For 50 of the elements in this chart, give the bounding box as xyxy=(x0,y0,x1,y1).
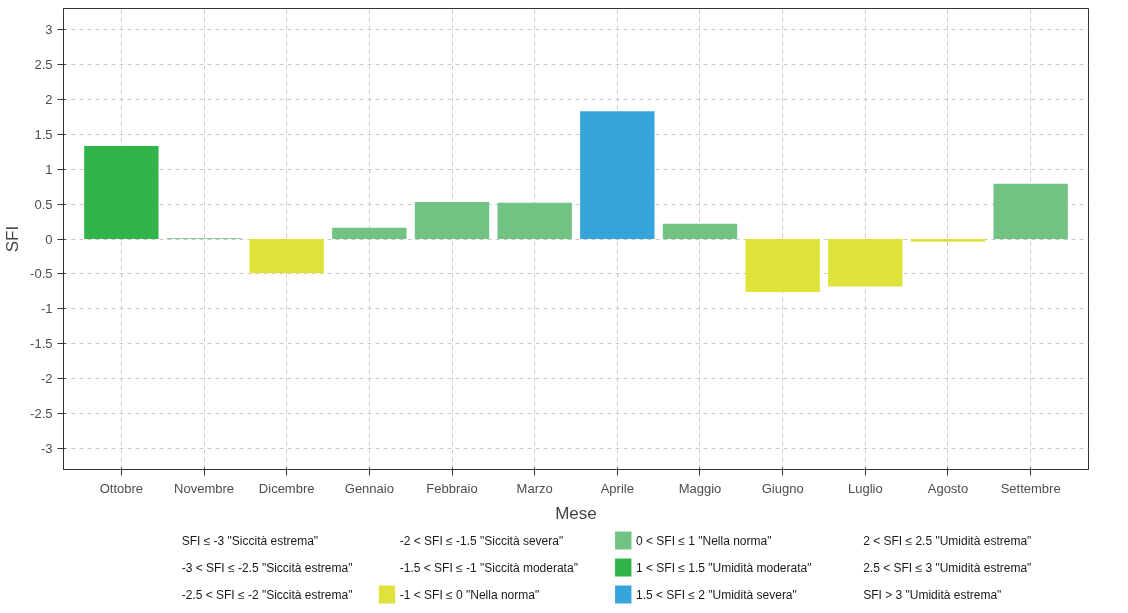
y-tick-label: -2.5 xyxy=(30,406,53,422)
bar xyxy=(828,239,903,287)
text: -3 < SFI ≤ -2.5 "Siccità estrema" xyxy=(181,560,353,575)
bar xyxy=(332,227,407,239)
bar xyxy=(745,239,820,293)
legend-label: 0 < SFI ≤ 1 "Nella norma" xyxy=(635,533,772,548)
x-tick-label: Agosto xyxy=(927,480,969,496)
text: SFI ≤ -3 "Siccità estrema" xyxy=(181,533,319,548)
y-tick-label: 2.5 xyxy=(34,56,53,72)
y-tick-label: -2 xyxy=(40,371,53,387)
text: -2.5 < SFI ≤ -2 "Siccità estrema" xyxy=(181,587,353,602)
y-tick-label: 2 xyxy=(45,91,53,107)
text: -1.5 < SFI ≤ -1 "Siccità moderata" xyxy=(399,560,578,575)
bar xyxy=(497,202,572,239)
bar xyxy=(662,223,738,239)
bar xyxy=(84,146,159,239)
bar xyxy=(414,201,490,239)
x-tick-label: Marzo xyxy=(516,480,553,496)
y-tick-label: 0 xyxy=(45,231,53,247)
y-tick-label: -3 xyxy=(40,441,53,457)
y-tick-label: 1.5 xyxy=(34,126,53,142)
text: 2.5 < SFI ≤ 3 "Umidità estrema" xyxy=(863,560,1032,575)
text: 2 < SFI ≤ 2.5 "Umidità estrema" xyxy=(863,533,1032,548)
y-tick-label: 3 xyxy=(45,21,53,37)
legend-label: 1 < SFI ≤ 1.5 "Umidità moderata" xyxy=(635,560,812,575)
x-tick-label: Ottobre xyxy=(99,480,144,496)
x-tick-label: Aprile xyxy=(600,480,634,496)
y-axis-title: SFI xyxy=(3,225,23,253)
text: SFI > 3 "Umidità estrema" xyxy=(863,587,1002,602)
x-tick-label: Luglio xyxy=(847,480,883,496)
y-tick-label: 0.5 xyxy=(34,196,53,212)
x-tick-label: Febbraio xyxy=(426,480,478,496)
x-tick-label: Settembre xyxy=(1000,480,1061,496)
x-tick-label: Giugno xyxy=(761,480,804,496)
y-tick-label: -1 xyxy=(40,301,53,317)
bar xyxy=(910,239,986,242)
y-tick-label: 1 xyxy=(45,161,53,177)
bar xyxy=(993,183,1068,239)
bar xyxy=(580,111,655,239)
x-tick-label: Novembre xyxy=(174,480,235,496)
legend-label: -1 < SFI ≤ 0 "Nella norma" xyxy=(399,587,540,602)
bar xyxy=(249,239,324,274)
y-tick-label: -1.5 xyxy=(30,336,53,352)
x-tick-label: Maggio xyxy=(678,480,722,496)
x-tick-label: Dicembre xyxy=(258,480,315,496)
text: -2 < SFI ≤ -1.5 "Siccità severa" xyxy=(399,533,564,548)
x-tick-label: Gennaio xyxy=(344,480,394,496)
x-axis-title: Mese xyxy=(555,503,597,523)
y-tick-label: -0.5 xyxy=(30,266,53,282)
legend-label: 1.5 < SFI ≤ 2 "Umidità severa" xyxy=(635,587,797,602)
